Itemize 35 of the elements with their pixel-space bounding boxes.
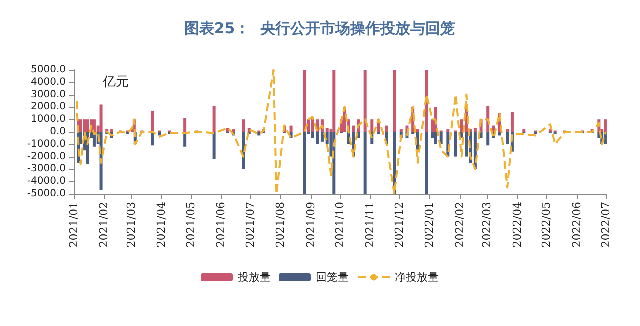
y-tick-label: -3000.0 xyxy=(27,164,66,175)
x-tick-label: 2021/04 xyxy=(155,202,168,248)
x-tick-label: 2021/08 xyxy=(274,202,288,248)
x-tick-label: 2022/03 xyxy=(480,202,494,248)
x-tick-label: 2021/12 xyxy=(392,202,406,248)
y-tick-label: 1000.0 xyxy=(31,114,66,126)
y-axis-title: 亿元 xyxy=(102,75,129,90)
y-tick-label: 5000.0 xyxy=(31,64,66,76)
x-tick-label: 2022/04 xyxy=(510,202,524,248)
x-tick-label: 2021/10 xyxy=(334,202,346,248)
y-tick-label: 0.0 xyxy=(50,126,66,138)
x-tick-label: 2021/02 xyxy=(98,202,111,248)
x-tick-label: 2021/09 xyxy=(304,202,318,248)
y-tick-label: -1000.0 xyxy=(27,138,66,150)
legend-label: 投放量 xyxy=(237,271,271,284)
y-tick-label: 4000.0 xyxy=(31,76,66,88)
x-tick-label: 2021/03 xyxy=(124,202,138,248)
x-tick-label: 2022/06 xyxy=(570,202,584,248)
x-tick-label: 2021/06 xyxy=(214,202,228,248)
y-tick-label: 2000.0 xyxy=(31,102,66,113)
y-tick-label: -5000.0 xyxy=(27,188,66,200)
y-tick-label: -4000.0 xyxy=(27,176,66,188)
x-tick-label: 2022/05 xyxy=(540,202,554,248)
x-tick-label: 2021/01 xyxy=(68,202,80,248)
chart-title: 图表25： 央行公开市场操作投放与回笼 xyxy=(184,20,456,38)
legend-label: 回笼量 xyxy=(316,271,349,284)
x-tick-label: 2022/01 xyxy=(423,202,436,248)
x-tick-label: 2021/11 xyxy=(364,202,377,248)
y-tick-label: -2000.0 xyxy=(27,151,66,162)
legend-label: 净投放量 xyxy=(395,271,439,284)
y-tick-label: 3000.0 xyxy=(31,89,66,100)
x-tick-label: 2022/02 xyxy=(453,202,466,248)
x-tick-label: 2021/07 xyxy=(244,202,257,248)
x-tick-label: 2022/07 xyxy=(600,202,612,248)
x-tick-label: 2021/05 xyxy=(184,202,198,248)
